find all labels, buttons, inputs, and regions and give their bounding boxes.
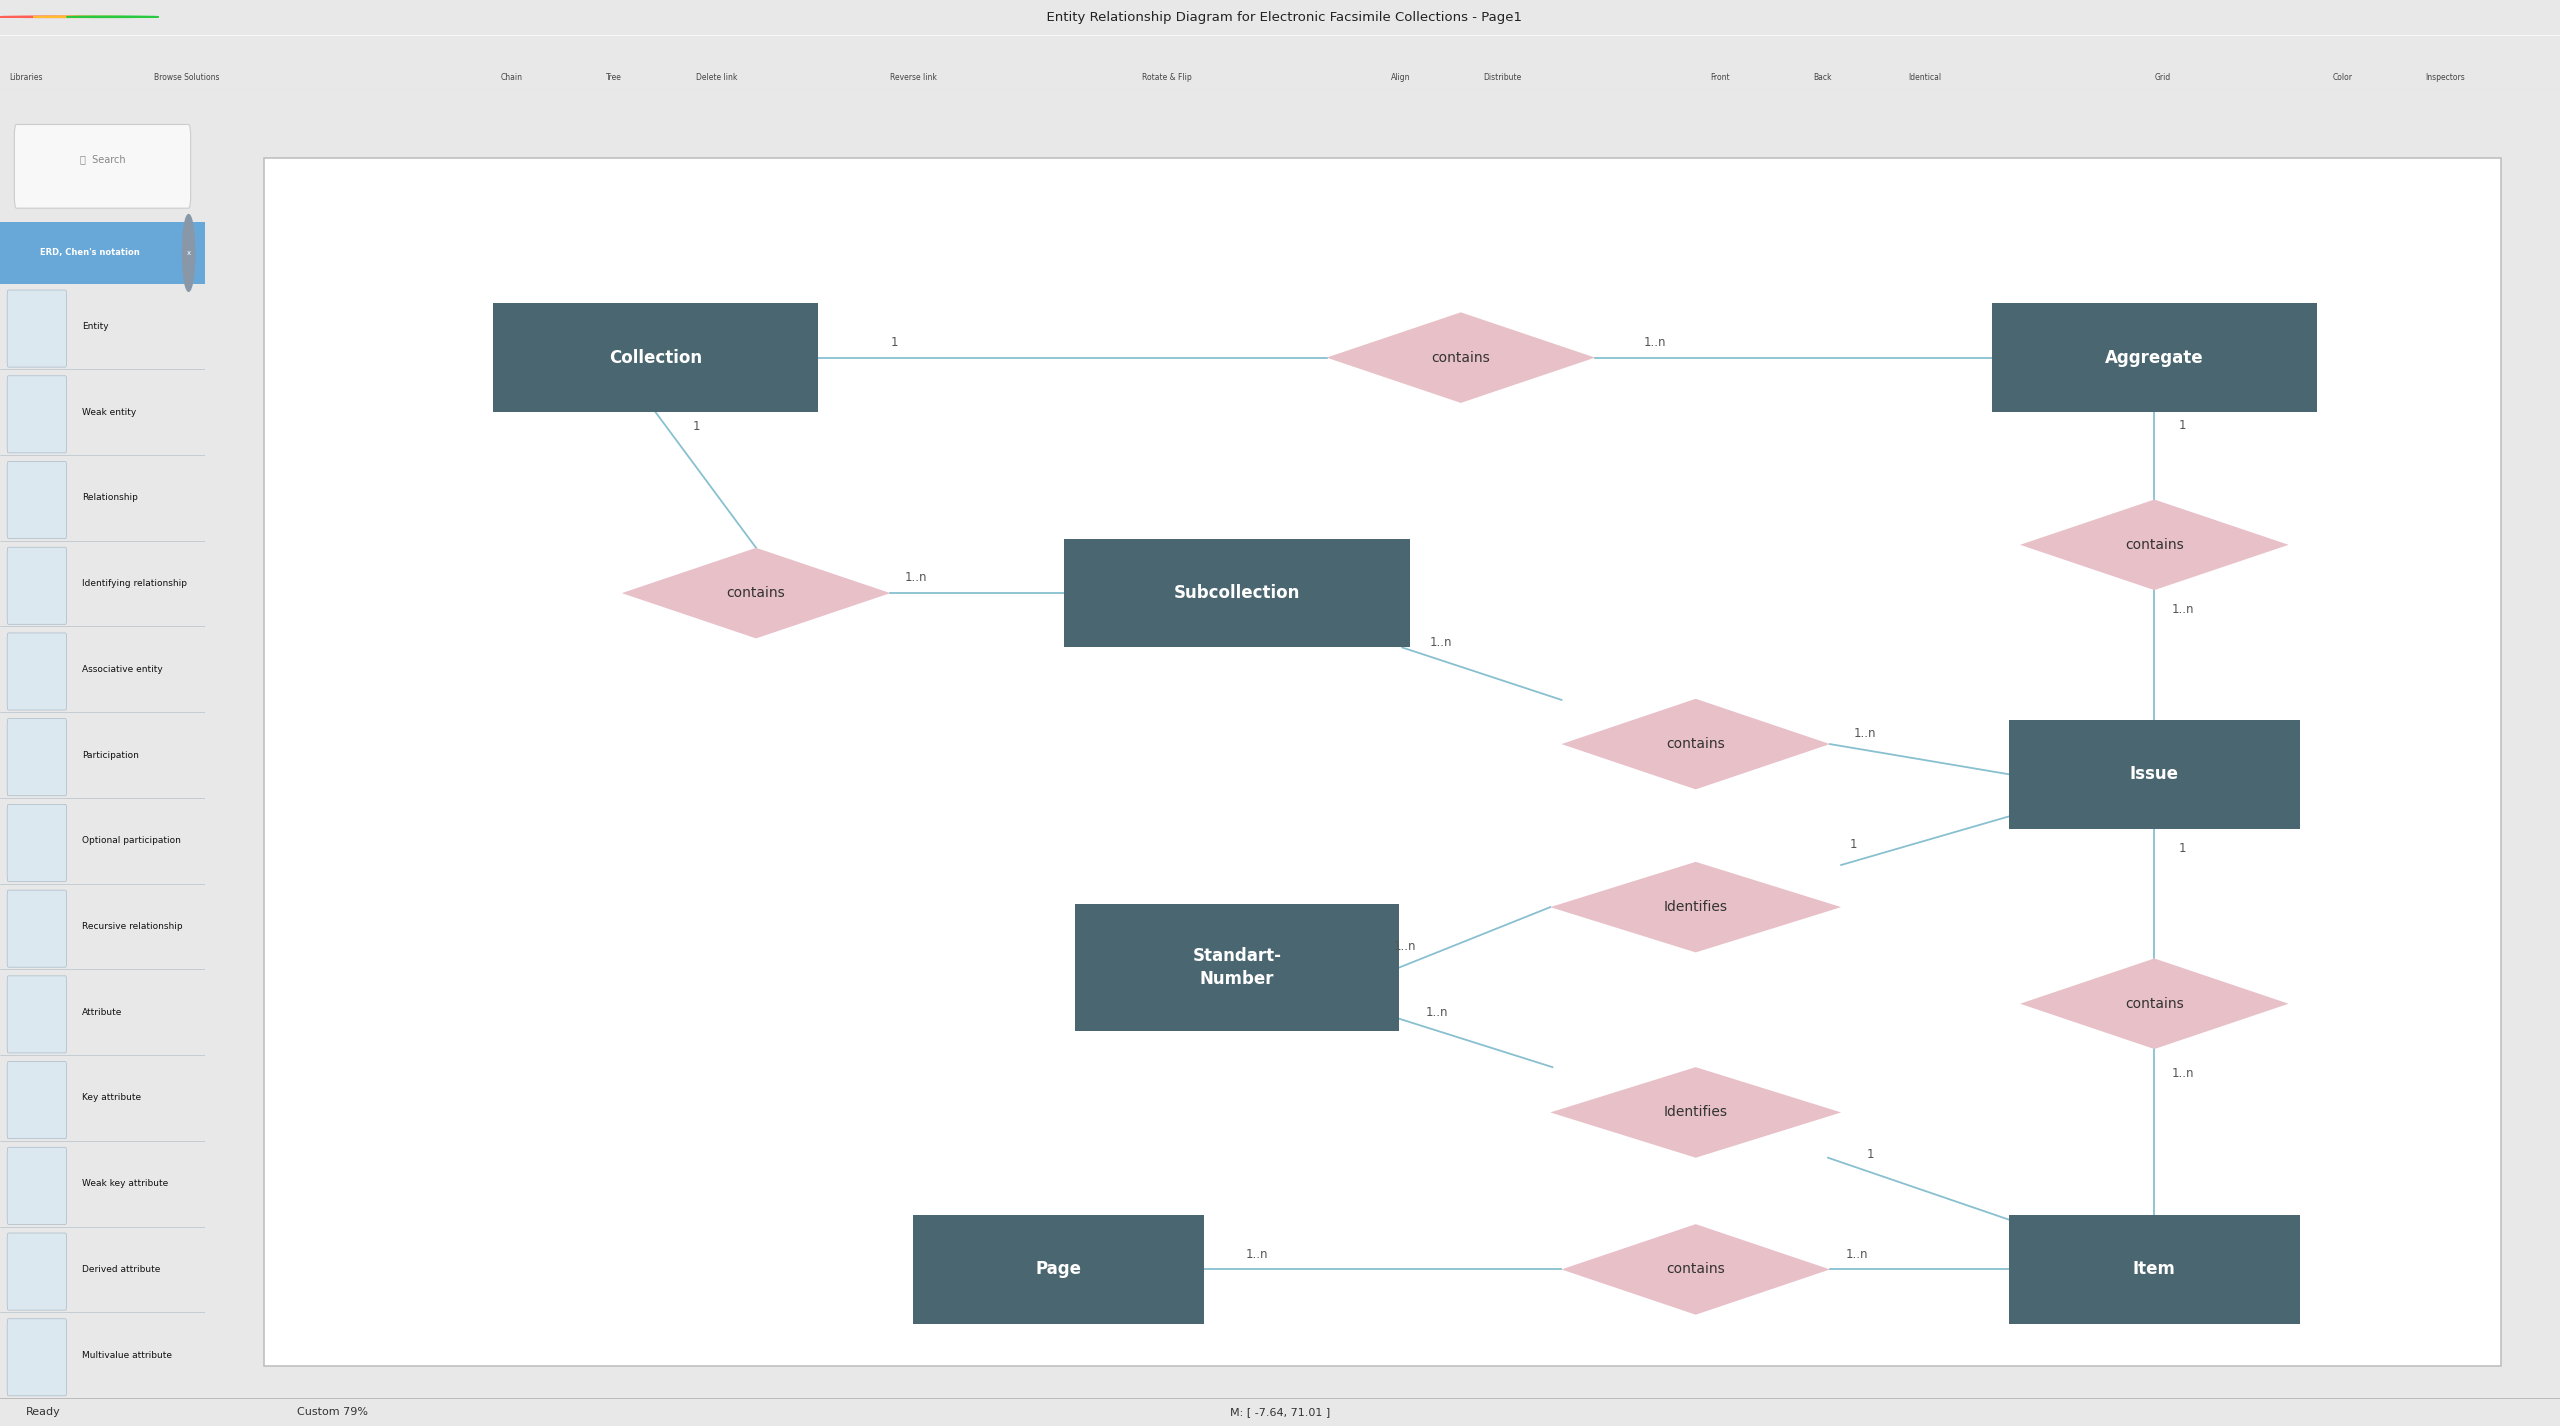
Text: 1..n: 1..n [1644,335,1667,349]
Text: 1..n: 1..n [2171,1068,2194,1081]
Text: Inspectors: Inspectors [2424,73,2465,81]
Text: Distribute: Distribute [1485,73,1521,81]
Text: Participation: Participation [82,750,138,760]
Text: 1..n: 1..n [1853,727,1876,740]
Text: Front: Front [1710,73,1731,81]
Text: Derived attribute: Derived attribute [82,1265,161,1273]
Text: Libraries: Libraries [8,73,44,81]
FancyBboxPatch shape [1065,539,1411,647]
Text: Weak entity: Weak entity [82,408,136,416]
Text: 1: 1 [2179,841,2186,854]
Text: 1..n: 1..n [1846,1248,1869,1261]
Text: Page: Page [1034,1261,1080,1279]
Text: Identifies: Identifies [1664,900,1728,914]
Text: Weak key attribute: Weak key attribute [82,1179,169,1188]
Text: Chain: Chain [502,73,522,81]
Text: contains: contains [1667,1262,1725,1276]
Text: Key attribute: Key attribute [82,1094,141,1102]
Polygon shape [622,548,891,639]
Text: Grid: Grid [2156,73,2171,81]
Text: Multivalue attribute: Multivalue attribute [82,1350,172,1359]
Text: Color: Color [2332,73,2353,81]
Text: Rotate & Flip: Rotate & Flip [1142,73,1193,81]
Text: Entity: Entity [82,322,108,331]
FancyBboxPatch shape [8,890,67,967]
Text: 🔍  Search: 🔍 Search [79,154,125,164]
Text: 1: 1 [891,335,899,349]
Text: contains: contains [2125,997,2184,1011]
Text: Ready: Ready [26,1407,61,1417]
Text: Identical: Identical [1910,73,1940,81]
FancyBboxPatch shape [264,158,2501,1366]
FancyBboxPatch shape [8,548,67,625]
FancyBboxPatch shape [2010,720,2299,829]
FancyBboxPatch shape [1075,904,1400,1031]
FancyBboxPatch shape [8,804,67,881]
Text: Entity Relationship Diagram for Electronic Facsimile Collections - Page1: Entity Relationship Diagram for Electron… [1037,11,1523,24]
Text: Reverse link: Reverse link [891,73,937,81]
Text: Recursive relationship: Recursive relationship [82,923,182,931]
FancyBboxPatch shape [1992,304,2317,412]
Text: 1..n: 1..n [1426,1007,1449,1020]
Text: ERD, Chen's notation: ERD, Chen's notation [41,248,141,258]
FancyBboxPatch shape [8,289,67,366]
Text: Attribute: Attribute [82,1008,123,1017]
FancyBboxPatch shape [914,1215,1203,1323]
Text: 1: 1 [2179,419,2186,432]
FancyBboxPatch shape [15,124,189,208]
Text: Collection: Collection [609,348,701,366]
Polygon shape [1326,312,1595,404]
Text: Relationship: Relationship [82,493,138,502]
FancyBboxPatch shape [8,1061,67,1138]
Text: contains: contains [2125,538,2184,552]
Polygon shape [1562,699,1830,790]
Polygon shape [2020,499,2289,590]
FancyBboxPatch shape [494,304,817,412]
Text: Optional participation: Optional participation [82,836,182,846]
Text: Identifies: Identifies [1664,1105,1728,1119]
Text: x: x [187,250,189,255]
Polygon shape [1551,861,1841,953]
Polygon shape [2020,958,2289,1050]
Text: contains: contains [1431,351,1490,365]
Text: Aggregate: Aggregate [2104,348,2204,366]
FancyBboxPatch shape [0,222,205,284]
Text: 1..n: 1..n [2171,603,2194,616]
Text: Delete link: Delete link [696,73,737,81]
Text: 1..n: 1..n [1428,636,1452,649]
FancyBboxPatch shape [8,1233,67,1310]
Polygon shape [1551,1067,1841,1158]
Text: Identifying relationship: Identifying relationship [82,579,187,588]
Text: Item: Item [2132,1261,2176,1279]
Text: 1: 1 [1848,837,1856,851]
Text: Align: Align [1390,73,1411,81]
FancyBboxPatch shape [8,462,67,539]
FancyBboxPatch shape [8,719,67,796]
FancyBboxPatch shape [8,975,67,1052]
Text: Standart-
Number: Standart- Number [1193,947,1283,988]
Text: Issue: Issue [2130,766,2179,783]
FancyBboxPatch shape [8,1319,67,1396]
Text: 1..n: 1..n [906,572,927,585]
Text: Back: Back [1812,73,1833,81]
Text: Tree: Tree [607,73,622,81]
Circle shape [182,214,195,291]
Text: contains: contains [727,586,786,600]
FancyBboxPatch shape [8,1148,67,1225]
Text: Associative entity: Associative entity [82,665,164,674]
Text: Subcollection: Subcollection [1175,585,1300,602]
Text: M: [ -7.64, 71.01 ]: M: [ -7.64, 71.01 ] [1229,1407,1331,1417]
FancyBboxPatch shape [2010,1215,2299,1323]
Text: 1: 1 [694,421,701,434]
FancyBboxPatch shape [8,633,67,710]
Text: Browse Solutions: Browse Solutions [154,73,220,81]
Text: 1: 1 [1866,1148,1874,1161]
Polygon shape [1562,1224,1830,1315]
Text: Custom 79%: Custom 79% [297,1407,369,1417]
Text: 1..n: 1..n [1393,940,1416,953]
FancyBboxPatch shape [8,376,67,453]
Text: contains: contains [1667,737,1725,752]
Text: 1..n: 1..n [1247,1248,1267,1261]
